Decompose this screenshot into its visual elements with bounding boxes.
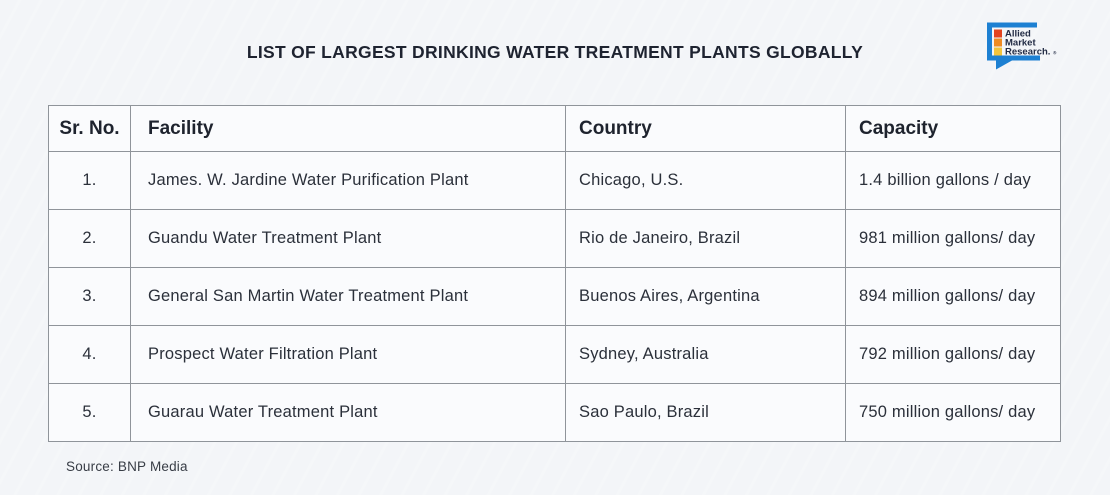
column-header-facility: Facility	[130, 105, 566, 152]
cell-country: Chicago, U.S.	[565, 151, 846, 210]
cell-capacity: 1.4 billion gallons / day	[845, 151, 1061, 210]
table-header-row: Sr. No. Facility Country Capacity	[48, 105, 1061, 152]
cell-capacity: 894 million gallons/ day	[845, 267, 1061, 326]
cell-facility: General San Martin Water Treatment Plant	[130, 267, 566, 326]
logo-yellow-square	[994, 47, 1002, 56]
speech-bubble-icon: Allied Market Research. ®	[987, 22, 1057, 70]
cell-facility: Prospect Water Filtration Plant	[130, 325, 566, 384]
source-note: Source: BNP Media	[66, 459, 188, 474]
logo-word-market: Market	[1005, 38, 1036, 49]
table-row: 3. General San Martin Water Treatment Pl…	[48, 267, 1061, 326]
registered-trademark-icon: ®	[1053, 50, 1057, 56]
cell-facility: Guarau Water Treatment Plant	[130, 383, 566, 442]
column-header-capacity: Capacity	[845, 105, 1061, 152]
column-header-sr-no: Sr. No.	[48, 105, 131, 152]
cell-sr-no: 2.	[48, 209, 131, 268]
page-title: LIST OF LARGEST DRINKING WATER TREATMENT…	[246, 42, 864, 62]
logo-word-allied: Allied	[1005, 29, 1031, 40]
cell-country: Rio de Janeiro, Brazil	[565, 209, 846, 268]
cell-capacity: 750 million gallons/ day	[845, 383, 1061, 442]
table-row: 1. James. W. Jardine Water Purification …	[48, 151, 1061, 210]
cell-sr-no: 4.	[48, 325, 131, 384]
logo-word-research: Research.	[1005, 47, 1050, 58]
cell-country: Sydney, Australia	[565, 325, 846, 384]
cell-country: Buenos Aires, Argentina	[565, 267, 846, 326]
cell-capacity: 792 million gallons/ day	[845, 325, 1061, 384]
table-row: 4. Prospect Water Filtration Plant Sydne…	[48, 325, 1061, 384]
logo-orange-square	[994, 38, 1002, 47]
table-row: 2. Guandu Water Treatment Plant Rio de J…	[48, 209, 1061, 268]
cell-facility: James. W. Jardine Water Purification Pla…	[130, 151, 566, 210]
cell-facility: Guandu Water Treatment Plant	[130, 209, 566, 268]
column-header-country: Country	[565, 105, 846, 152]
cell-sr-no: 3.	[48, 267, 131, 326]
cell-capacity: 981 million gallons/ day	[845, 209, 1061, 268]
table-row: 5. Guarau Water Treatment Plant Sao Paul…	[48, 383, 1061, 442]
cell-country: Sao Paulo, Brazil	[565, 383, 846, 442]
water-treatment-plants-table: Sr. No. Facility Country Capacity 1. Jam…	[48, 105, 1061, 442]
cell-sr-no: 5.	[48, 383, 131, 442]
logo-red-square	[994, 29, 1002, 38]
allied-market-research-logo: Allied Market Research. ®	[984, 21, 1074, 70]
cell-sr-no: 1.	[48, 151, 131, 210]
